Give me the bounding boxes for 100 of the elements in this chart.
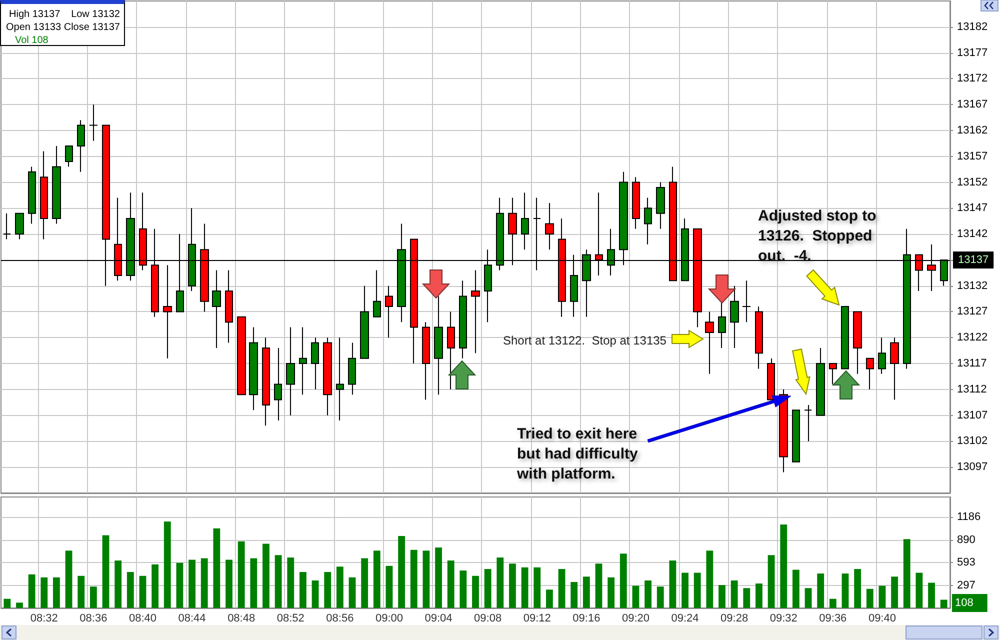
bar xyxy=(188,560,196,608)
candlestick xyxy=(632,176,640,230)
bar xyxy=(336,566,344,608)
y-tick-label: 13177 xyxy=(957,46,988,59)
candlestick xyxy=(77,120,85,172)
candlestick xyxy=(373,270,381,318)
candlestick xyxy=(705,311,714,374)
bar xyxy=(595,564,602,608)
bar xyxy=(274,555,282,608)
candlestick xyxy=(360,285,369,359)
bar xyxy=(780,524,788,608)
annotation: Tried to exit here but had difficulty with platform. xyxy=(516,426,642,482)
bar xyxy=(386,566,393,608)
y-tick-label: 13097 xyxy=(957,461,988,474)
candlestick xyxy=(336,337,344,421)
bar xyxy=(226,560,232,608)
bar xyxy=(718,585,726,608)
y-tick-label: 13122 xyxy=(957,332,988,344)
x-tick-label: 08:48 xyxy=(228,612,256,624)
x-tick-label: 09:04 xyxy=(424,612,452,624)
candlestick xyxy=(299,326,307,396)
bar xyxy=(706,550,714,608)
candlestick xyxy=(237,316,246,396)
candlestick xyxy=(89,104,98,142)
x-tick-label: 09:08 xyxy=(474,612,502,624)
bar xyxy=(804,588,812,608)
bar xyxy=(472,576,479,608)
candlestick xyxy=(323,337,332,416)
bar xyxy=(582,576,590,608)
candlestick xyxy=(249,326,258,411)
candlestick xyxy=(311,337,319,390)
bar xyxy=(558,568,566,608)
candlestick xyxy=(52,146,61,224)
bar xyxy=(743,588,750,608)
candlestick xyxy=(816,347,825,416)
bar xyxy=(398,536,406,608)
y-tick-label: 13147 xyxy=(957,202,988,214)
y-tick-label: 13157 xyxy=(957,150,988,162)
candlestick xyxy=(163,264,172,359)
x-tick-label: 09:12 xyxy=(523,612,551,624)
bar xyxy=(213,528,220,608)
y-tick-label: 13142 xyxy=(957,228,988,240)
x-tick-label: 09:24 xyxy=(671,612,699,624)
bar xyxy=(139,576,146,608)
bar xyxy=(546,590,553,608)
bar xyxy=(756,584,762,608)
bar xyxy=(312,580,319,608)
x-tick-label: 08:40 xyxy=(128,612,156,624)
candlestick xyxy=(225,270,233,344)
bar xyxy=(669,560,676,608)
bar xyxy=(730,580,738,608)
x-tick-label: 09:32 xyxy=(770,612,798,624)
annotation: Short at 13122. Stop at 13135 xyxy=(503,334,667,348)
annotation: Close 13137 xyxy=(64,22,120,34)
bar xyxy=(521,567,528,608)
x-tick-label: 08:56 xyxy=(326,612,354,624)
bar xyxy=(928,582,935,608)
bar xyxy=(126,572,134,608)
bar xyxy=(102,535,110,608)
candlestick xyxy=(730,285,739,348)
bar xyxy=(361,558,368,608)
y-tick-label: 1186 xyxy=(957,511,981,524)
bar xyxy=(534,567,541,608)
candlestick xyxy=(656,182,665,230)
bar xyxy=(656,586,664,608)
bar xyxy=(114,560,122,608)
x-tick-label: 08:36 xyxy=(80,612,108,624)
candlestick xyxy=(385,285,393,338)
bar xyxy=(484,568,492,608)
candlestick xyxy=(718,300,726,348)
y-tick-label: 13172 xyxy=(957,72,988,85)
bar xyxy=(509,564,516,608)
bar xyxy=(287,557,294,608)
x-tick-label: 09:00 xyxy=(375,612,403,624)
y-tick-label: 13127 xyxy=(957,306,988,318)
y-tick-label: 13152 xyxy=(957,176,988,188)
candlestick xyxy=(471,270,480,354)
annotation: Open 13133 xyxy=(6,22,62,34)
x-tick-label: 09:28 xyxy=(720,612,748,624)
candlestick xyxy=(804,404,812,442)
candlestick xyxy=(853,311,862,374)
candlestick xyxy=(866,358,874,390)
bar xyxy=(854,568,862,608)
bar xyxy=(300,572,306,608)
bar xyxy=(324,572,332,608)
bar xyxy=(176,562,184,608)
x-tick-label: 08:32 xyxy=(30,612,58,624)
bar xyxy=(53,577,60,608)
bar xyxy=(65,550,72,608)
candlestick xyxy=(286,326,295,416)
annotation: Vol 108 xyxy=(15,35,48,47)
bar xyxy=(916,572,923,608)
bar xyxy=(620,554,627,608)
candlestick xyxy=(212,270,221,348)
candlestick xyxy=(644,197,652,245)
bar xyxy=(200,558,208,608)
y-tick-label: 13112 xyxy=(957,383,987,396)
candlestick xyxy=(65,146,73,168)
bar xyxy=(866,588,874,608)
candlestick xyxy=(422,322,430,400)
